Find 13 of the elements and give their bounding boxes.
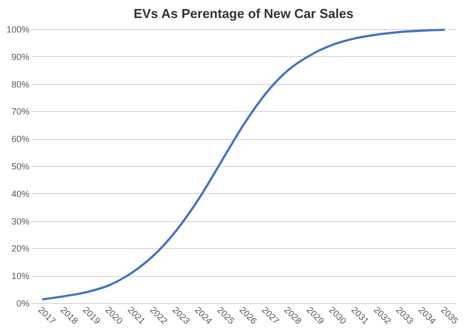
y-tick-label: 70% bbox=[11, 106, 30, 117]
chart-title: EVs As Perentage of New Car Sales bbox=[134, 6, 354, 21]
y-tick-label: 10% bbox=[11, 271, 30, 282]
y-tick-label: 30% bbox=[11, 216, 30, 226]
y-tick-label: 60% bbox=[11, 134, 30, 144]
y-tick-label: 80% bbox=[11, 79, 30, 90]
y-tick-label: 0% bbox=[16, 298, 30, 308]
line-series bbox=[41, 28, 446, 301]
y-tick-label: 40% bbox=[11, 188, 30, 199]
y-tick-label: 90% bbox=[11, 52, 30, 62]
y-tick-label: 100% bbox=[6, 24, 30, 34]
y-tick-label: 20% bbox=[11, 244, 30, 254]
y-tick-label: 50% bbox=[11, 162, 30, 172]
